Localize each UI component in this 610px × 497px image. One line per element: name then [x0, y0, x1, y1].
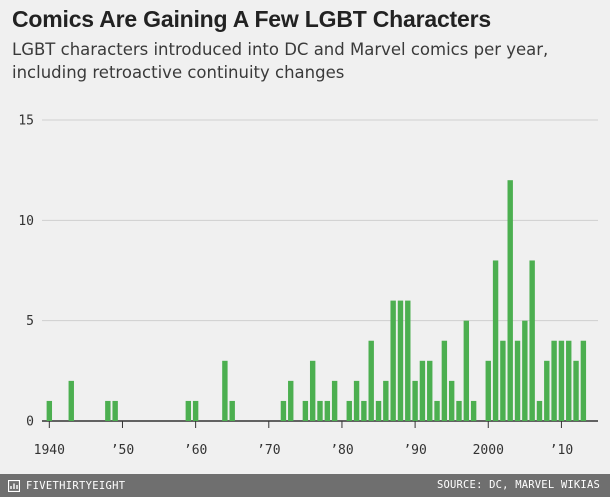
chart-subtitle: LGBT characters introduced into DC and M… — [12, 40, 549, 82]
bar — [331, 380, 338, 421]
bar — [441, 340, 448, 421]
bar — [222, 360, 228, 421]
bar — [390, 300, 396, 421]
y-tick-label: 0 — [26, 415, 34, 430]
bar — [427, 360, 433, 421]
bar — [68, 380, 74, 421]
bar — [500, 340, 506, 421]
bar — [112, 400, 118, 421]
bar — [463, 320, 470, 421]
bar — [492, 260, 499, 421]
bar — [105, 400, 111, 421]
bar — [566, 340, 572, 421]
bar-chart: 0 5 10 15 1940 ’50 ’60 ’70 ’80 ’90 2000 ’10 — [18, 114, 598, 458]
bar — [412, 380, 418, 421]
bar — [405, 300, 411, 421]
bar — [529, 260, 535, 421]
y-tick-label: 10 — [18, 214, 34, 229]
bar — [361, 400, 367, 421]
bar — [346, 400, 352, 421]
bar — [368, 340, 374, 421]
bar — [185, 400, 192, 421]
x-tick-label: ’90 — [403, 443, 426, 458]
bar — [544, 360, 550, 421]
y-axis-ticks: 0 5 10 15 — [18, 114, 34, 430]
bar — [485, 360, 491, 421]
bar — [434, 400, 440, 421]
chart-title: Comics Are Gaining A Few LGBT Characters — [12, 6, 491, 32]
brand-logo: FIVETHIRTYEIGHT — [8, 474, 125, 497]
bar — [324, 400, 331, 421]
bar — [419, 360, 426, 421]
brand-name: FIVETHIRTYEIGHT — [26, 479, 126, 492]
bar — [522, 320, 528, 421]
x-tick-label: ’70 — [257, 443, 280, 458]
bar — [448, 380, 455, 421]
bar — [192, 400, 199, 421]
bar — [507, 180, 513, 421]
footer-bar: FIVETHIRTYEIGHT SOURCE: DC, MARVEL WIKIA… — [0, 474, 610, 497]
bar — [551, 340, 557, 421]
bar — [514, 340, 521, 421]
x-tick-label: 1940 — [34, 443, 65, 458]
x-tick-label: ’10 — [550, 443, 573, 458]
bar — [536, 400, 543, 421]
fivethirtyeight-logo-icon — [8, 479, 20, 492]
bar — [383, 380, 389, 421]
bar — [309, 360, 316, 421]
y-tick-label: 15 — [18, 114, 34, 129]
bar — [317, 400, 323, 421]
bar — [580, 340, 587, 421]
x-tick-label: 2000 — [473, 443, 504, 458]
bar — [573, 360, 579, 421]
source-note: SOURCE: DC, MARVEL WIKIAS — [436, 479, 600, 491]
bar — [470, 400, 477, 421]
bar — [456, 400, 462, 421]
x-tick-label: ’50 — [111, 443, 134, 458]
x-axis-ticks: 1940 ’50 ’60 ’70 ’80 ’90 2000 ’10 — [34, 421, 573, 458]
bar — [397, 300, 404, 421]
bar — [46, 400, 53, 421]
x-tick-label: ’60 — [184, 443, 207, 458]
x-tick-label: ’80 — [330, 443, 353, 458]
bar — [375, 400, 382, 421]
bar — [302, 400, 309, 421]
bars — [46, 180, 587, 421]
bar — [229, 400, 235, 421]
bar — [288, 380, 294, 421]
bar — [558, 340, 565, 421]
bar — [280, 400, 287, 421]
bar — [353, 380, 360, 421]
y-tick-label: 5 — [26, 314, 34, 329]
grid-lines — [42, 119, 598, 422]
